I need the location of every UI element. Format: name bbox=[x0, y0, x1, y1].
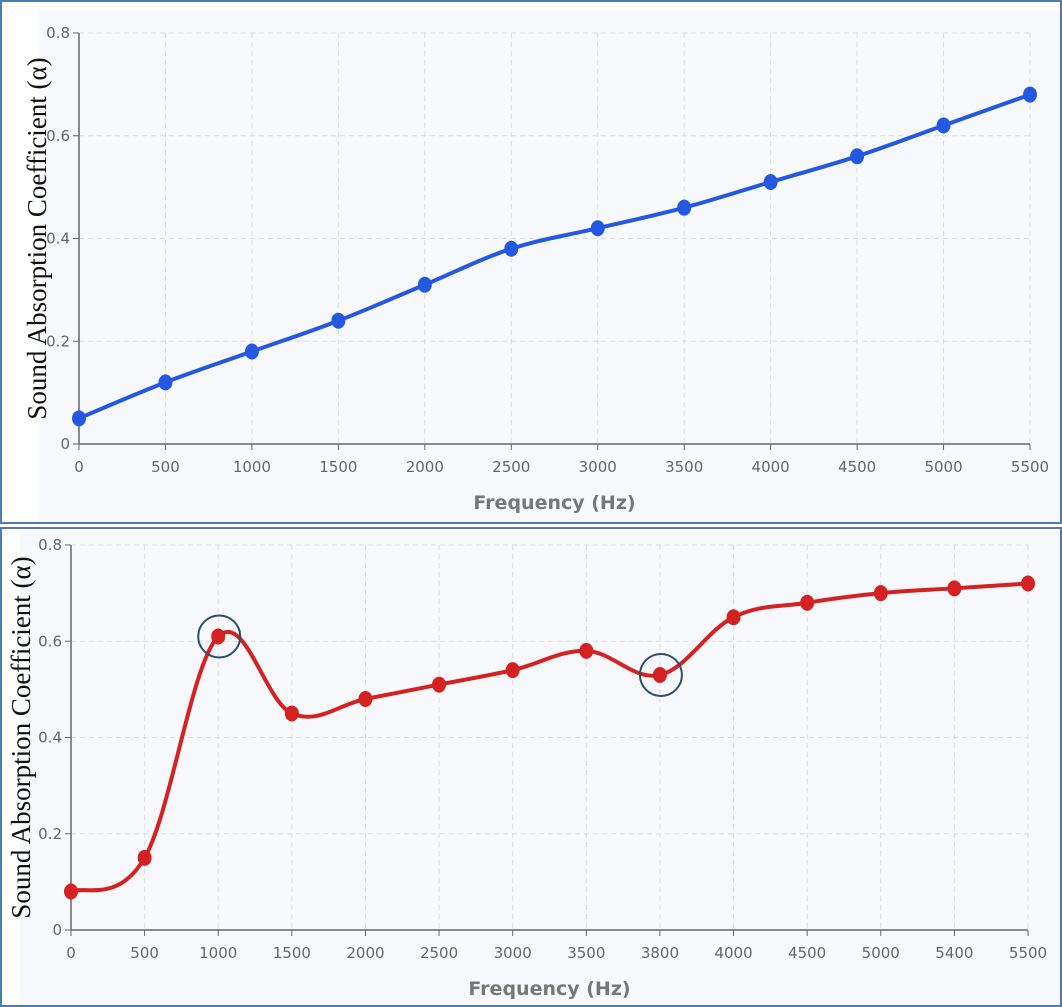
data-point bbox=[137, 849, 152, 866]
data-point bbox=[432, 676, 447, 693]
y-tick-label: 0.4 bbox=[38, 729, 62, 747]
data-point bbox=[64, 883, 78, 900]
data-point bbox=[72, 410, 86, 427]
data-point bbox=[850, 148, 865, 165]
data-point bbox=[936, 117, 951, 134]
chart-panel-top: 0 0.2 0.4 0.6 0.8 0 500 1000 1500 2000 2500 3000 350… bbox=[0, 0, 1062, 524]
data-point bbox=[504, 240, 519, 257]
data-point bbox=[417, 276, 432, 293]
y-axis-label: Sound Absorption Coefficient (α) bbox=[22, 57, 52, 419]
data-point bbox=[244, 343, 259, 360]
x-tick-label: 3500 bbox=[567, 944, 605, 962]
data-point bbox=[331, 312, 346, 329]
x-tick-label: 5500 bbox=[1011, 458, 1049, 476]
x-tick-label: 3500 bbox=[665, 458, 703, 476]
x-tick-label: 2500 bbox=[420, 944, 458, 962]
data-point bbox=[873, 585, 888, 602]
y-tick-label: 0.2 bbox=[38, 825, 62, 843]
y-tick-label: 0 bbox=[60, 435, 70, 453]
x-tick-label: 4000 bbox=[752, 458, 790, 476]
x-tick-label: 4000 bbox=[714, 944, 752, 962]
data-point bbox=[1021, 575, 1035, 592]
x-tick-label: 3800 bbox=[641, 944, 679, 962]
x-tick-label: 500 bbox=[130, 944, 159, 962]
x-tick-label: 4500 bbox=[838, 458, 876, 476]
series-line bbox=[77, 92, 1032, 421]
data-point bbox=[763, 173, 778, 190]
x-tick-label: 5000 bbox=[862, 944, 900, 962]
x-tick-label: 1500 bbox=[273, 944, 311, 962]
x-tick-label: 2000 bbox=[346, 944, 384, 962]
data-point bbox=[652, 666, 667, 683]
data-point bbox=[358, 691, 373, 707]
x-tick-label: 5000 bbox=[924, 458, 962, 476]
x-tick-label: 1000 bbox=[199, 944, 237, 962]
y-tick-label: 0.4 bbox=[46, 230, 70, 248]
x-tick-label: 2000 bbox=[406, 458, 444, 476]
chart-bottom: 0 0.2 0.4 0.6 0.8 0 500 1000 1500 2000 2500 3000 350… bbox=[6, 531, 1060, 1005]
highlight-circle bbox=[638, 652, 683, 697]
x-tick-label: 0 bbox=[66, 944, 76, 962]
plot-background bbox=[39, 10, 1060, 522]
data-point bbox=[800, 594, 815, 611]
x-tick-label: 500 bbox=[151, 458, 180, 476]
y-axis-label: Sound Absorption Coefficient (α) bbox=[6, 556, 36, 918]
y-tick-label: 0.8 bbox=[46, 24, 70, 42]
data-point bbox=[211, 628, 226, 645]
data-point bbox=[590, 220, 605, 237]
y-tick-label: 0.8 bbox=[38, 536, 62, 554]
x-axis-label: Frequency (Hz) bbox=[468, 978, 630, 1000]
data-point bbox=[947, 580, 962, 597]
chart-top: 0 0.2 0.4 0.6 0.8 0 500 1000 1500 2000 2500 3000 350… bbox=[22, 10, 1060, 522]
y-tick-label: 0 bbox=[52, 921, 62, 939]
data-point bbox=[677, 199, 692, 216]
x-tick-label: 5500 bbox=[1009, 944, 1047, 962]
x-tick-label: 1500 bbox=[319, 458, 357, 476]
x-tick-label: 2500 bbox=[492, 458, 530, 476]
x-tick-label: 3000 bbox=[494, 944, 532, 962]
chart-panel-bottom: 0 0.2 0.4 0.6 0.8 0 500 1000 1500 2000 2500 3000 350… bbox=[0, 527, 1062, 1007]
x-axis-label: Frequency (Hz) bbox=[473, 492, 635, 514]
data-point bbox=[1023, 86, 1037, 103]
x-tick-label: 0 bbox=[74, 458, 84, 476]
data-point bbox=[505, 662, 520, 679]
y-tick-label: 0.2 bbox=[46, 332, 70, 350]
x-tick-label: 5400 bbox=[935, 944, 973, 962]
x-tick-label: 1000 bbox=[233, 458, 271, 476]
highlight-circle bbox=[197, 614, 242, 659]
plot-background bbox=[20, 531, 1060, 1005]
data-point bbox=[579, 642, 594, 659]
data-point bbox=[158, 374, 173, 391]
x-tick-label: 4500 bbox=[788, 944, 826, 962]
data-point bbox=[726, 609, 741, 626]
data-point bbox=[284, 705, 299, 722]
y-tick-label: 0.6 bbox=[38, 632, 62, 650]
y-tick-label: 0.6 bbox=[46, 127, 70, 145]
x-tick-label: 3000 bbox=[579, 458, 617, 476]
